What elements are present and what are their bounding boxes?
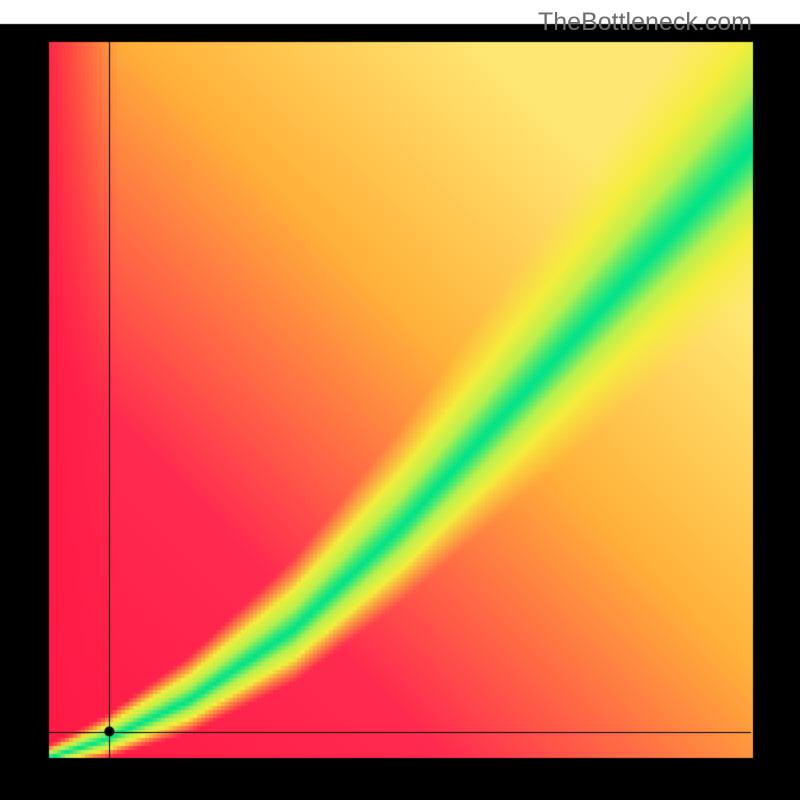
watermark-text: TheBottleneck.com — [538, 8, 752, 37]
heatmap-canvas — [0, 0, 800, 800]
figure-container: TheBottleneck.com — [0, 0, 800, 800]
